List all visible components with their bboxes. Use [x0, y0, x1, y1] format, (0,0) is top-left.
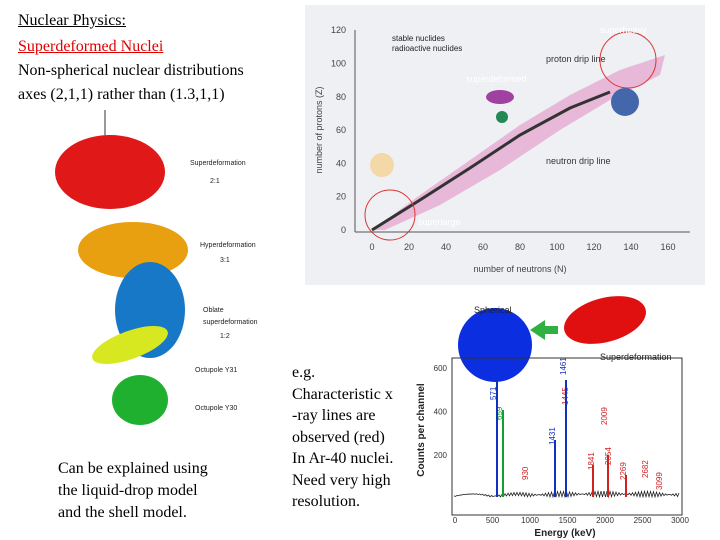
y-tick-label: 80 — [336, 92, 346, 102]
shape-label: Spherical — [474, 305, 512, 315]
text-line: resolution. — [292, 493, 360, 510]
x-tick-label: 80 — [515, 242, 525, 252]
x-tick-label: 20 — [404, 242, 414, 252]
x-tick-label: 500 — [486, 516, 500, 525]
text-line: and the shell model. — [58, 504, 187, 521]
peak-label: 2009 — [600, 407, 609, 425]
shape-label: Hyperdeformation — [200, 242, 256, 249]
x-tick-label: 0 — [369, 242, 374, 252]
y-axis-label: Counts per channel — [416, 383, 427, 477]
peak-label: 571 — [489, 386, 498, 400]
x-axis-label: number of neutrons (N) — [473, 264, 566, 274]
x-axis-label: Energy (keV) — [534, 528, 595, 539]
spherical-shape — [458, 308, 532, 382]
hyperdeformed-shape — [78, 222, 188, 278]
annotation: superdeformed — [466, 74, 527, 84]
y-tick-label: 60 — [336, 125, 346, 135]
subtitle: Superdeformed Nuclei — [18, 38, 164, 55]
legend-label: radioactive nuclides — [392, 44, 462, 53]
shape-label: Superdeformation — [600, 352, 672, 362]
text-line: Non-spherical nuclear distributions — [18, 62, 244, 79]
text-line: the liquid-drop model — [58, 482, 198, 499]
text-line: Can be explained using — [58, 460, 208, 477]
y-tick-label: 600 — [434, 364, 448, 373]
octupole-shape — [92, 326, 168, 364]
arrow — [530, 320, 558, 340]
x-tick-label: 1500 — [559, 516, 577, 525]
y-tick-label: 200 — [434, 451, 448, 460]
x-tick-label: 0 — [453, 516, 458, 525]
shape-label: Octupole Y30 — [195, 405, 237, 412]
y-tick-label: 100 — [331, 59, 346, 69]
peak-label: 1841 — [587, 452, 596, 470]
octupole-shape — [112, 375, 168, 425]
text-line: observed (red) — [292, 428, 385, 446]
nucleus — [486, 90, 514, 104]
x-tick-label: 120 — [586, 242, 601, 252]
title: Nuclear Physics: — [18, 12, 126, 29]
y-tick-label: 400 — [434, 408, 448, 417]
text-line: In Ar-40 nuclei. — [292, 450, 394, 467]
shape-label: 1:2 — [220, 333, 230, 340]
nucleus — [611, 88, 639, 116]
peak-label: 1431 — [548, 427, 557, 445]
y-tick-label: 0 — [341, 225, 346, 235]
x-tick-label: 2000 — [596, 516, 614, 525]
y-tick-label: 120 — [331, 25, 346, 35]
text-line: Characteristic x — [292, 385, 393, 403]
x-tick-label: 3000 — [671, 516, 689, 525]
x-tick-label: 2500 — [634, 516, 652, 525]
shape-label: superdeformation — [203, 319, 258, 326]
annotation: proton drip line — [546, 54, 606, 64]
peak-label: 2269 — [619, 462, 628, 480]
legend-label: stable nuclides — [392, 34, 445, 43]
circle — [364, 189, 416, 241]
x-tick-label: 140 — [623, 242, 638, 252]
superdeformed-shape — [564, 296, 646, 344]
text-line: -ray lines are — [292, 407, 376, 424]
nucleus — [370, 153, 394, 177]
superdeformed-shape — [55, 135, 165, 209]
text-line: Need very high — [292, 471, 391, 489]
x-tick-label: 100 — [549, 242, 564, 252]
shape-label: Octupole Y31 — [195, 367, 237, 374]
text-line: axes (2,1,1) rather than (1.3,1,1) — [18, 86, 225, 103]
y-axis-label: number of protons (Z) — [314, 86, 324, 173]
x-tick-label: 60 — [478, 242, 488, 252]
text-line: e.g. — [292, 364, 316, 381]
peak-label: 930 — [521, 466, 530, 480]
annotation: neutron drip line — [546, 156, 611, 166]
x-tick-label: 1000 — [521, 516, 539, 525]
circle — [599, 31, 657, 89]
y-tick-label: 20 — [336, 192, 346, 202]
x-tick-label: 160 — [660, 242, 675, 252]
annotation: superheavy — [600, 25, 647, 35]
peak-label: 1461 — [559, 357, 568, 375]
shape-label: Oblate — [203, 307, 224, 314]
annotation: superlarge — [418, 217, 461, 227]
shape-label: 3:1 — [220, 257, 230, 264]
shape-label: Superdeformation — [190, 160, 246, 167]
nucleus — [496, 111, 508, 123]
x-tick-label: 40 — [441, 242, 451, 252]
y-tick-label: 40 — [336, 158, 346, 168]
peak-label: 2682 — [641, 460, 650, 478]
peak-label: 3099 — [655, 472, 664, 490]
stable-band — [371, 90, 611, 232]
shape-label: 2:1 — [210, 178, 220, 185]
peak-label: 659 — [495, 406, 504, 420]
spectrum-frame — [451, 357, 683, 516]
